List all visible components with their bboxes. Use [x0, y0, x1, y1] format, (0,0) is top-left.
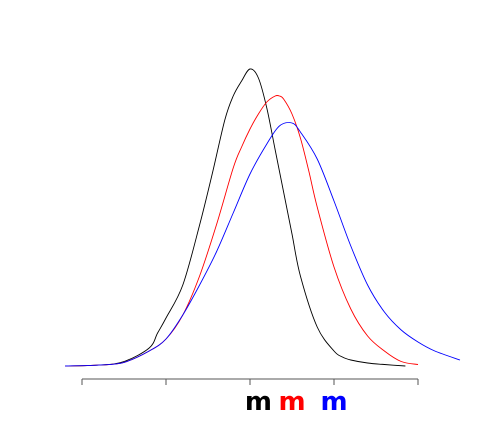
red-density-line — [65, 94, 419, 367]
x-axis — [81, 378, 419, 385]
black-density-line — [65, 68, 406, 367]
x-tick-label: m — [320, 387, 347, 417]
density-curves — [65, 68, 461, 367]
x-tick-label: m — [278, 387, 305, 417]
x-tick-label: m — [245, 387, 272, 417]
blue-density-line — [65, 122, 461, 367]
